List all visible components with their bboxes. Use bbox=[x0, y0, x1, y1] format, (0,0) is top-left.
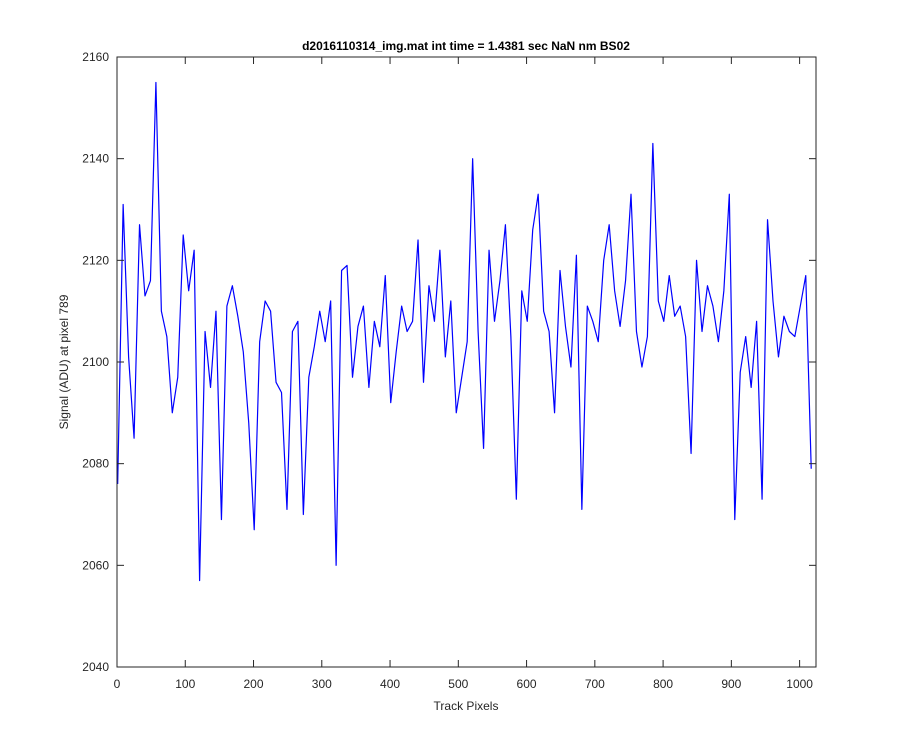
y-tick-label: 2100 bbox=[82, 355, 109, 369]
y-tick-label: 2080 bbox=[82, 457, 109, 471]
y-axis-title: Signal (ADU) at pixel 789 bbox=[57, 294, 71, 429]
x-tick-label: 600 bbox=[517, 677, 537, 691]
signal-series-line bbox=[117, 81, 812, 582]
x-tick-label: 500 bbox=[448, 677, 468, 691]
x-tick-label: 400 bbox=[380, 677, 400, 691]
y-tick-label: 2120 bbox=[82, 253, 109, 267]
x-tick-label: 700 bbox=[585, 677, 605, 691]
x-tick-label: 800 bbox=[653, 677, 673, 691]
y-tick-label: 2140 bbox=[82, 152, 109, 166]
chart-title: d2016110314_img.mat int time = 1.4381 se… bbox=[302, 39, 630, 53]
x-tick-label: 1000 bbox=[786, 677, 813, 691]
x-tick-label: 900 bbox=[721, 677, 741, 691]
x-tick-label: 100 bbox=[175, 677, 195, 691]
x-axis-title: Track Pixels bbox=[434, 699, 499, 713]
y-tick-label: 2060 bbox=[82, 558, 109, 572]
y-tick-label: 2160 bbox=[82, 50, 109, 64]
y-tick-label: 2040 bbox=[82, 660, 109, 674]
plot-area bbox=[117, 57, 816, 667]
x-tick-label: 200 bbox=[244, 677, 264, 691]
x-tick-label: 300 bbox=[312, 677, 332, 691]
x-tick-label: 0 bbox=[114, 677, 121, 691]
